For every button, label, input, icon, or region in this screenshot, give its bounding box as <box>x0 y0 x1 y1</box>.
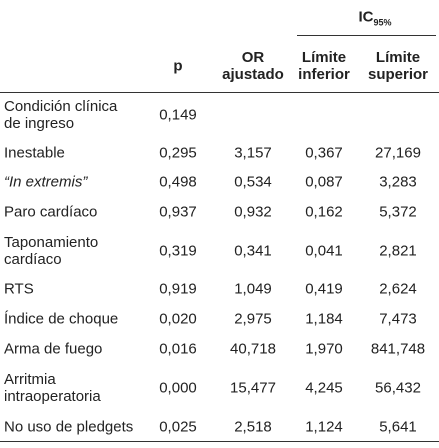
row-label: RTS <box>4 281 34 298</box>
cell-value: 1,124 <box>305 418 343 436</box>
row-label: Paro cardíaco <box>4 204 97 221</box>
row-label-line: RTS <box>4 280 34 298</box>
group-header: IC95% <box>325 9 425 32</box>
row-label-line: “In extremis” <box>4 173 88 191</box>
row-label-line: de ingreso <box>4 115 75 132</box>
cell-value: 841,748 <box>370 340 426 358</box>
cell-value: 0,295 <box>159 144 197 162</box>
row-label-line: Arritmia <box>4 371 56 388</box>
cell-value: 15,477 <box>230 379 276 397</box>
cell-value: 2,518 <box>234 418 272 436</box>
column-header-line: ajustado <box>222 66 284 83</box>
cell-value: 5,372 <box>379 203 417 221</box>
row-label-line: Condición clínica <box>4 98 118 115</box>
cell-value: 0,419 <box>305 280 343 298</box>
row-label: Índice de choque <box>4 311 118 328</box>
cell-value: 27,169 <box>375 144 421 162</box>
row-label-line: intraoperatoria <box>4 388 101 405</box>
column-header-line: Límite <box>375 49 421 66</box>
row-label: Inestable <box>4 145 65 162</box>
column-header: OR ajustado <box>213 49 293 83</box>
row-label: Taponamiento cardíaco <box>4 234 98 268</box>
cell-value: 2,624 <box>379 280 417 298</box>
row-label: No uso de pledgets <box>4 419 133 436</box>
cell-value: 0,025 <box>159 418 197 436</box>
cell-value: 0,341 <box>234 242 272 260</box>
row-label: Condición clínica de ingreso <box>4 98 117 132</box>
header-rule <box>0 92 439 93</box>
bottom-rule <box>0 441 439 442</box>
cell-value: 0,932 <box>234 203 272 221</box>
cell-value: 0,000 <box>159 379 197 397</box>
cell-value: 40,718 <box>230 340 276 358</box>
cell-value: 3,157 <box>234 144 272 162</box>
cell-value: 0,498 <box>159 173 197 191</box>
cell-value: 0,367 <box>305 144 343 162</box>
column-header-line: superior <box>367 66 428 83</box>
cell-value: 0,534 <box>234 173 272 191</box>
cell-value: 0,937 <box>159 203 197 221</box>
row-label-line: Taponamiento <box>4 234 99 251</box>
cell-value: 1,049 <box>234 280 272 298</box>
cell-value: 0,919 <box>159 280 197 298</box>
cell-value: 0,087 <box>305 173 343 191</box>
cell-value: 4,245 <box>305 379 343 397</box>
cell-value: 0,041 <box>305 242 343 260</box>
column-header-line: Límite <box>301 49 347 66</box>
row-label: Arma de fuego <box>4 341 102 358</box>
column-header-line: inferior <box>298 66 350 83</box>
cell-value: 5,641 <box>379 418 417 436</box>
group-subscript: 95% <box>373 17 392 28</box>
cell-value: 0,319 <box>159 242 197 260</box>
cell-value: 1,970 <box>305 340 343 358</box>
cell-value: 0,162 <box>305 203 343 221</box>
cell-value: 0,016 <box>159 340 197 358</box>
cell-value: 2,975 <box>234 310 272 328</box>
cell-value: 0,149 <box>159 106 197 124</box>
cell-value: 56,432 <box>375 379 421 397</box>
cell-value: 3,283 <box>379 173 417 191</box>
row-label-line: Arma de fuego <box>4 340 103 358</box>
row-label-line: cardíaco <box>4 251 62 268</box>
row-label: Arritmia intraoperatoria <box>4 371 101 405</box>
row-label-line: Paro cardíaco <box>4 203 98 221</box>
row-label-line: Inestable <box>4 144 65 162</box>
column-header: Límite inferior <box>284 49 364 83</box>
cell-value: 7,473 <box>379 310 417 328</box>
row-label-line: No uso de pledgets <box>4 418 134 436</box>
group-rule <box>297 35 436 36</box>
group-title: IC <box>358 8 374 26</box>
cell-value: 0,020 <box>159 310 197 328</box>
column-header: Límite superior <box>358 49 438 83</box>
column-header-line: p <box>173 57 183 75</box>
row-label: “In extremis” <box>4 174 87 191</box>
cell-value: 2,821 <box>379 242 417 260</box>
cell-value: 1,184 <box>305 310 343 328</box>
column-header: p <box>138 58 218 75</box>
column-header-line: OR <box>241 49 265 66</box>
row-label-line: Índice de choque <box>4 310 119 328</box>
